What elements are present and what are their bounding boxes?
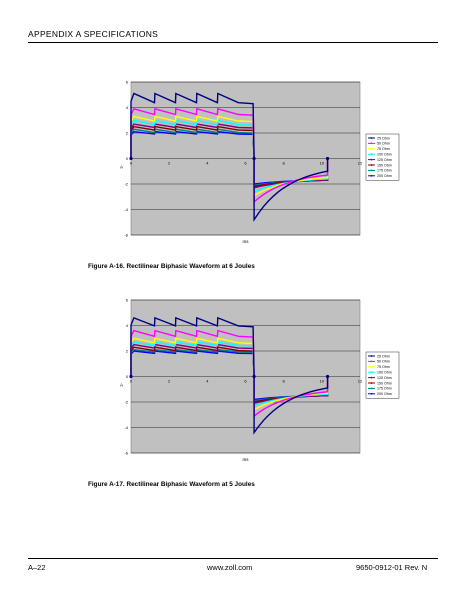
- series-line-125-ohm: [130, 343, 329, 405]
- legend-label: 50 Ohm: [377, 142, 390, 146]
- y-tick-label: 6: [126, 80, 129, 85]
- y-tick-label: 2: [126, 349, 129, 354]
- series-line-25-ohm: [130, 316, 329, 435]
- y-tick-label: -4: [124, 425, 128, 430]
- footer-rule: [28, 558, 438, 559]
- y-tick-label: 6: [126, 298, 129, 303]
- legend-label: 200 Ohm: [377, 392, 392, 396]
- legend-label: 50 Ohm: [377, 360, 390, 364]
- legend-marker: [370, 360, 373, 363]
- marker-point: [252, 374, 256, 379]
- marker-point: [252, 156, 256, 161]
- x-tick-label: 12: [358, 161, 363, 166]
- legend-label: 125 Ohm: [377, 158, 392, 162]
- footer-website: www.zoll.com: [207, 563, 253, 572]
- legend-label: 100 Ohm: [377, 153, 392, 157]
- x-tick-label: 4: [206, 161, 209, 166]
- y-tick-label: 0: [126, 156, 129, 161]
- series-line-125-ohm: [130, 123, 329, 189]
- legend-marker: [370, 376, 373, 379]
- legend-box: [365, 351, 400, 399]
- y-tick-label: -4: [124, 207, 128, 212]
- x-tick-label: 6: [244, 379, 247, 384]
- y-tick-label: 4: [126, 323, 129, 328]
- y-tick-label: 0: [126, 374, 129, 379]
- header-rule: [28, 42, 438, 43]
- figure-caption-a17: Figure A-17. Rectilinear Biphasic Wavefo…: [88, 481, 255, 488]
- x-tick-label: 2: [168, 161, 171, 166]
- legend-marker: [370, 153, 373, 156]
- series-line-50-ohm: [130, 107, 329, 204]
- legend-marker: [370, 158, 373, 161]
- page-header: APPENDIX A SPECIFICATIONS: [28, 29, 438, 47]
- legend-label: 150 Ohm: [377, 381, 392, 385]
- legend-label: 175 Ohm: [377, 387, 392, 391]
- marker-point: [129, 374, 133, 379]
- legend-label: 200 Ohm: [377, 174, 392, 178]
- x-tick-label: 6: [244, 161, 247, 166]
- series-line-50-ohm: [130, 329, 329, 418]
- legend-label: 75 Ohm: [377, 365, 390, 369]
- legend-label: 175 Ohm: [377, 169, 392, 173]
- legend-marker: [370, 169, 373, 172]
- marker-point: [325, 156, 330, 161]
- legend-label: 25 Ohm: [377, 354, 390, 358]
- legend-marker: [370, 371, 373, 374]
- legend-marker: [370, 164, 373, 166]
- y-axis-label: A: [120, 165, 123, 170]
- legend-marker: [370, 142, 373, 145]
- x-axis-label: ms: [243, 239, 250, 244]
- series-line-75-ohm: [130, 115, 329, 197]
- header-title: APPENDIX A SPECIFICATIONS: [28, 29, 159, 39]
- footer-doc-number: 9650-0912-01 Rev. N: [356, 563, 428, 572]
- x-tick-label: 2: [168, 379, 171, 384]
- x-axis-label: ms: [243, 457, 250, 462]
- y-axis-label: A: [120, 383, 123, 388]
- legend-marker: [370, 137, 373, 139]
- x-tick-label: 10: [320, 379, 325, 384]
- y-tick-label: 4: [126, 105, 129, 110]
- y-tick-label: -6: [124, 233, 128, 238]
- series-line-100-ohm: [130, 119, 329, 193]
- x-tick-label: 0: [130, 379, 133, 384]
- x-tick-label: 8: [283, 379, 286, 384]
- x-tick-label: 0: [130, 161, 133, 166]
- y-tick-label: 2: [126, 131, 129, 136]
- x-tick-label: 10: [320, 161, 325, 166]
- x-tick-label: 12: [358, 379, 363, 384]
- y-tick-label: -2: [124, 400, 128, 405]
- legend-label: 25 Ohm: [377, 136, 390, 140]
- legend-label: 125 Ohm: [377, 376, 392, 380]
- y-tick-label: -6: [124, 451, 128, 456]
- series-line-25-ohm: [130, 92, 329, 222]
- y-tick-label: -2: [124, 182, 128, 187]
- x-tick-label: 4: [206, 379, 209, 384]
- x-tick-label: 8: [283, 161, 286, 166]
- legend-marker: [370, 174, 373, 177]
- legend-marker: [370, 355, 373, 357]
- footer-page-number: A–22: [28, 563, 46, 572]
- legend-box: [365, 133, 400, 181]
- series-line-100-ohm: [130, 341, 329, 407]
- figure-caption-a16: Figure A-16. Rectilinear Biphasic Wavefo…: [88, 263, 255, 270]
- marker-point: [129, 156, 133, 161]
- legend-marker: [370, 387, 373, 390]
- legend-label: 75 Ohm: [377, 147, 390, 151]
- legend-marker: [370, 392, 373, 395]
- legend-label: 100 Ohm: [377, 371, 392, 375]
- legend-marker: [370, 382, 373, 384]
- legend-label: 150 Ohm: [377, 163, 392, 167]
- marker-point: [325, 374, 330, 379]
- legend-marker: [370, 365, 373, 368]
- legend-marker: [370, 147, 373, 150]
